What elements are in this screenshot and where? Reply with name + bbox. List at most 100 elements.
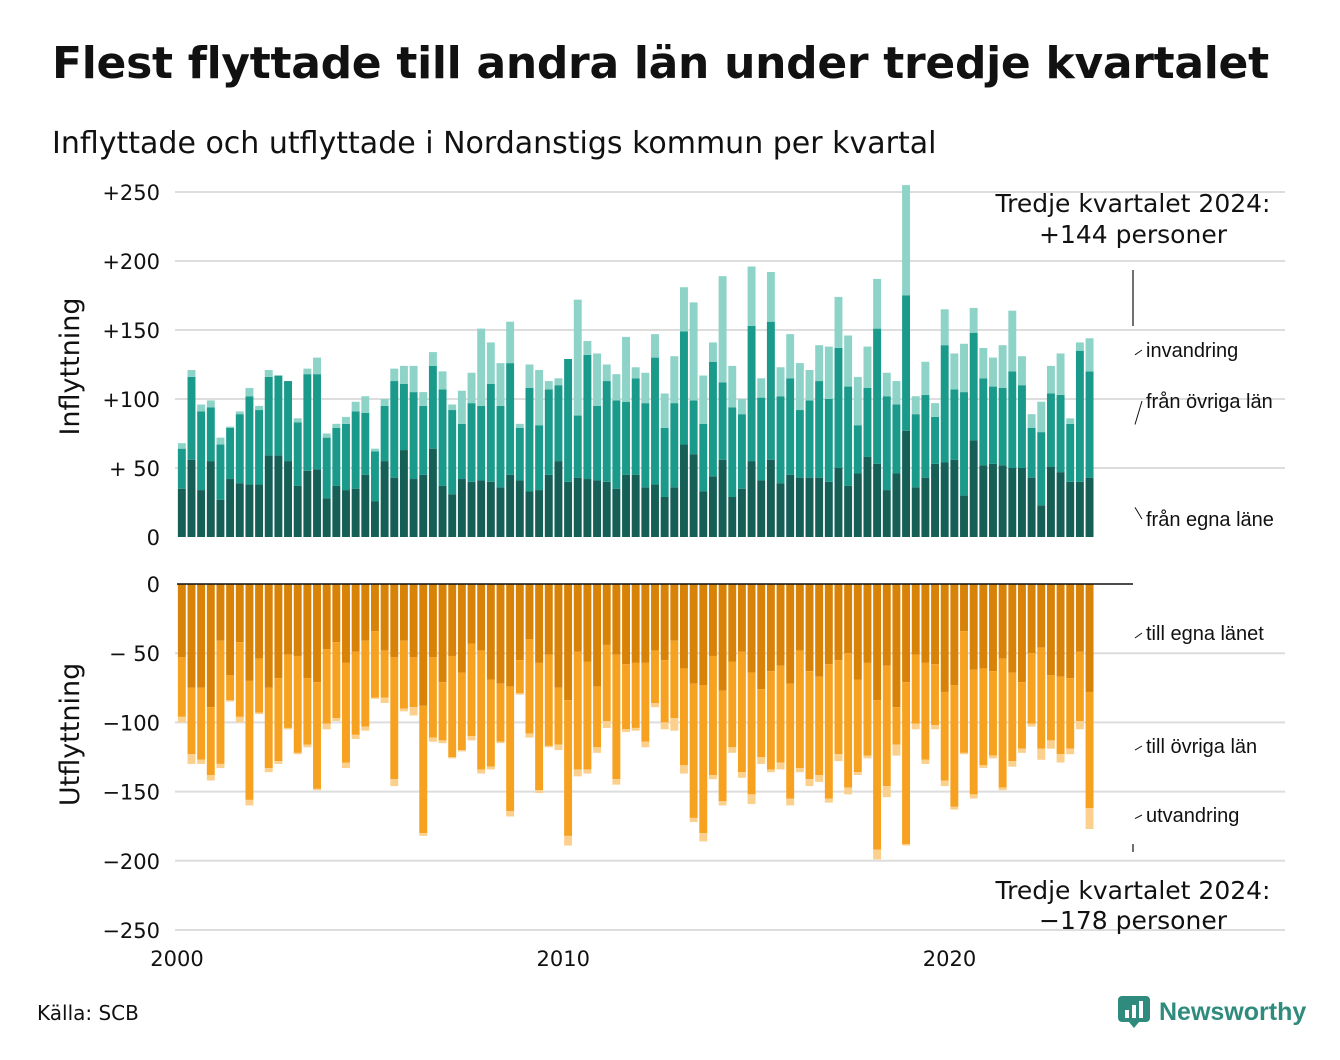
bars-layer — [177, 185, 1094, 860]
inflow-bar-3-q75 — [892, 381, 901, 405]
inflow-bar-1-q76 — [902, 430, 911, 537]
inflow-bar-3-q76 — [902, 185, 911, 296]
inflow-bar-3-q91 — [1046, 365, 1055, 394]
outflow-bar-1-q81 — [950, 584, 959, 686]
inflow-bar-2-q46 — [612, 400, 621, 489]
page-subtitle: Inflyttade och utflyttade i Nordanstigs … — [52, 126, 937, 161]
inflow-bar-1-q4 — [206, 461, 215, 537]
inflow-bar-1-q3 — [197, 490, 206, 537]
inflow-bar-2-q62 — [766, 321, 775, 460]
outflow-bar-2-q23 — [390, 657, 399, 780]
brand-logo[interactable]: Newsworthy — [1117, 995, 1306, 1029]
y-tick-label-top: +100 — [102, 388, 160, 412]
inflow-bar-2-q53 — [680, 331, 688, 445]
inflow-bar-1-q74 — [882, 490, 891, 537]
inflow-bar-3-q4 — [206, 400, 215, 408]
inflow-bar-3-q13 — [293, 418, 302, 423]
outflow-bar-2-q69 — [834, 660, 843, 755]
outflow-bar-3-q38 — [535, 790, 544, 793]
inflow-bar-1-q15 — [313, 469, 321, 537]
outflow-bar-2-q2 — [187, 687, 196, 755]
outflow-bar-1-q58 — [728, 584, 737, 662]
inflow-bar-3-q32 — [477, 328, 486, 406]
inflow-bar-3-q94 — [1075, 342, 1084, 351]
inflow-bar-1-q91 — [1046, 466, 1055, 537]
outflow-bar-2-q7 — [235, 642, 244, 717]
inflow-bar-3-q61 — [757, 378, 766, 398]
series-leader-top — [1134, 507, 1143, 520]
outflow-bar-3-q86 — [998, 787, 1007, 791]
outflow-bar-3-q79 — [931, 725, 939, 730]
inflow-bar-3-q93 — [1066, 418, 1075, 424]
outflow-bar-2-q55 — [699, 685, 708, 834]
annotation-bottom-line1: Tredje kvartalet 2024: — [995, 876, 1271, 905]
inflow-bar-1-q46 — [612, 488, 621, 537]
outflow-bar-3-q59 — [737, 772, 746, 778]
outflow-bar-2-q56 — [708, 655, 717, 775]
outflow-bar-1-q51 — [660, 584, 669, 661]
inflow-bar-1-q55 — [699, 491, 708, 537]
inflow-bar-2-q66 — [805, 400, 814, 478]
inflow-bar-2-q14 — [303, 374, 312, 471]
inflow-bar-1-q87 — [1008, 468, 1017, 537]
inflow-bar-3-q27 — [428, 352, 437, 366]
inflow-bar-2-q95 — [1085, 371, 1094, 478]
outflow-bar-1-q77 — [911, 584, 920, 655]
inflow-bar-1-q8 — [245, 484, 254, 537]
inflow-bar-2-q19 — [351, 411, 360, 489]
outflow-bar-1-q4 — [206, 584, 215, 708]
inflow-bar-2-q18 — [342, 423, 350, 491]
outflow-bar-1-q7 — [235, 584, 244, 643]
y-tick-label-bottom: −250 — [102, 919, 160, 943]
inflow-bar-2-q16 — [322, 437, 331, 499]
outflow-bar-3-q40 — [554, 744, 563, 751]
inflow-bar-1-q23 — [390, 477, 399, 537]
outflow-bar-2-q80 — [940, 691, 949, 781]
outflow-bar-1-q93 — [1066, 584, 1075, 679]
inflow-bar-3-q22 — [380, 399, 389, 406]
series-label-bottom: utvandring — [1146, 805, 1239, 827]
inflow-bar-2-q38 — [535, 425, 544, 491]
inflow-bar-1-q31 — [467, 481, 476, 537]
inflow-bar-1-q52 — [670, 487, 679, 537]
outflow-bar-3-q57 — [718, 801, 727, 806]
outflow-bar-3-q62 — [766, 769, 775, 773]
outflow-bar-2-q25 — [409, 657, 418, 708]
inflow-bar-1-q50 — [651, 484, 659, 537]
inflow-bar-3-q5 — [216, 437, 225, 445]
inflow-bar-1-q20 — [361, 474, 370, 537]
inflow-bar-2-q85 — [989, 386, 997, 464]
inflow-bar-2-q87 — [1008, 371, 1017, 468]
outflow-bar-1-q23 — [390, 584, 399, 658]
series-label-top: invandring — [1146, 340, 1238, 362]
outflow-bar-2-q54 — [689, 683, 698, 818]
inflow-bar-3-q72 — [863, 346, 872, 388]
outflow-bar-1-q42 — [573, 584, 582, 652]
inflow-bar-2-q91 — [1046, 393, 1055, 467]
inflow-bar-1-q22 — [380, 461, 389, 537]
outflow-bar-2-q60 — [747, 672, 756, 795]
inflow-bar-3-q33 — [486, 342, 495, 384]
outflow-bar-1-q67 — [815, 584, 824, 677]
outflow-bar-3-q81 — [950, 806, 959, 810]
outflow-bar-3-q55 — [699, 833, 708, 842]
outflow-bar-2-q35 — [506, 686, 515, 811]
inflow-bar-3-q79 — [931, 403, 939, 417]
series-leader-bottom — [1134, 632, 1143, 639]
inflow-bar-1-q44 — [593, 480, 602, 537]
grid-layer — [175, 191, 1285, 931]
series-label-bottom: till övriga län — [1146, 736, 1257, 758]
inflow-bar-2-q90 — [1037, 432, 1046, 506]
inflow-bar-2-q45 — [602, 381, 611, 482]
outflow-bar-1-q11 — [274, 584, 283, 679]
annotation-bottom-line2: −178 personer — [1039, 906, 1228, 935]
inflow-bar-2-q89 — [1027, 427, 1036, 478]
outflow-bar-2-q9 — [255, 658, 264, 713]
inflow-bar-3-q84 — [979, 347, 988, 379]
inflow-bar-1-q18 — [342, 490, 350, 537]
outflow-bar-1-q52 — [670, 584, 679, 641]
inflow-bar-3-q31 — [467, 372, 476, 404]
outflow-bar-3-q8 — [245, 799, 254, 806]
outflow-bar-3-q5 — [216, 763, 225, 769]
outflow-bar-2-q12 — [284, 654, 293, 728]
